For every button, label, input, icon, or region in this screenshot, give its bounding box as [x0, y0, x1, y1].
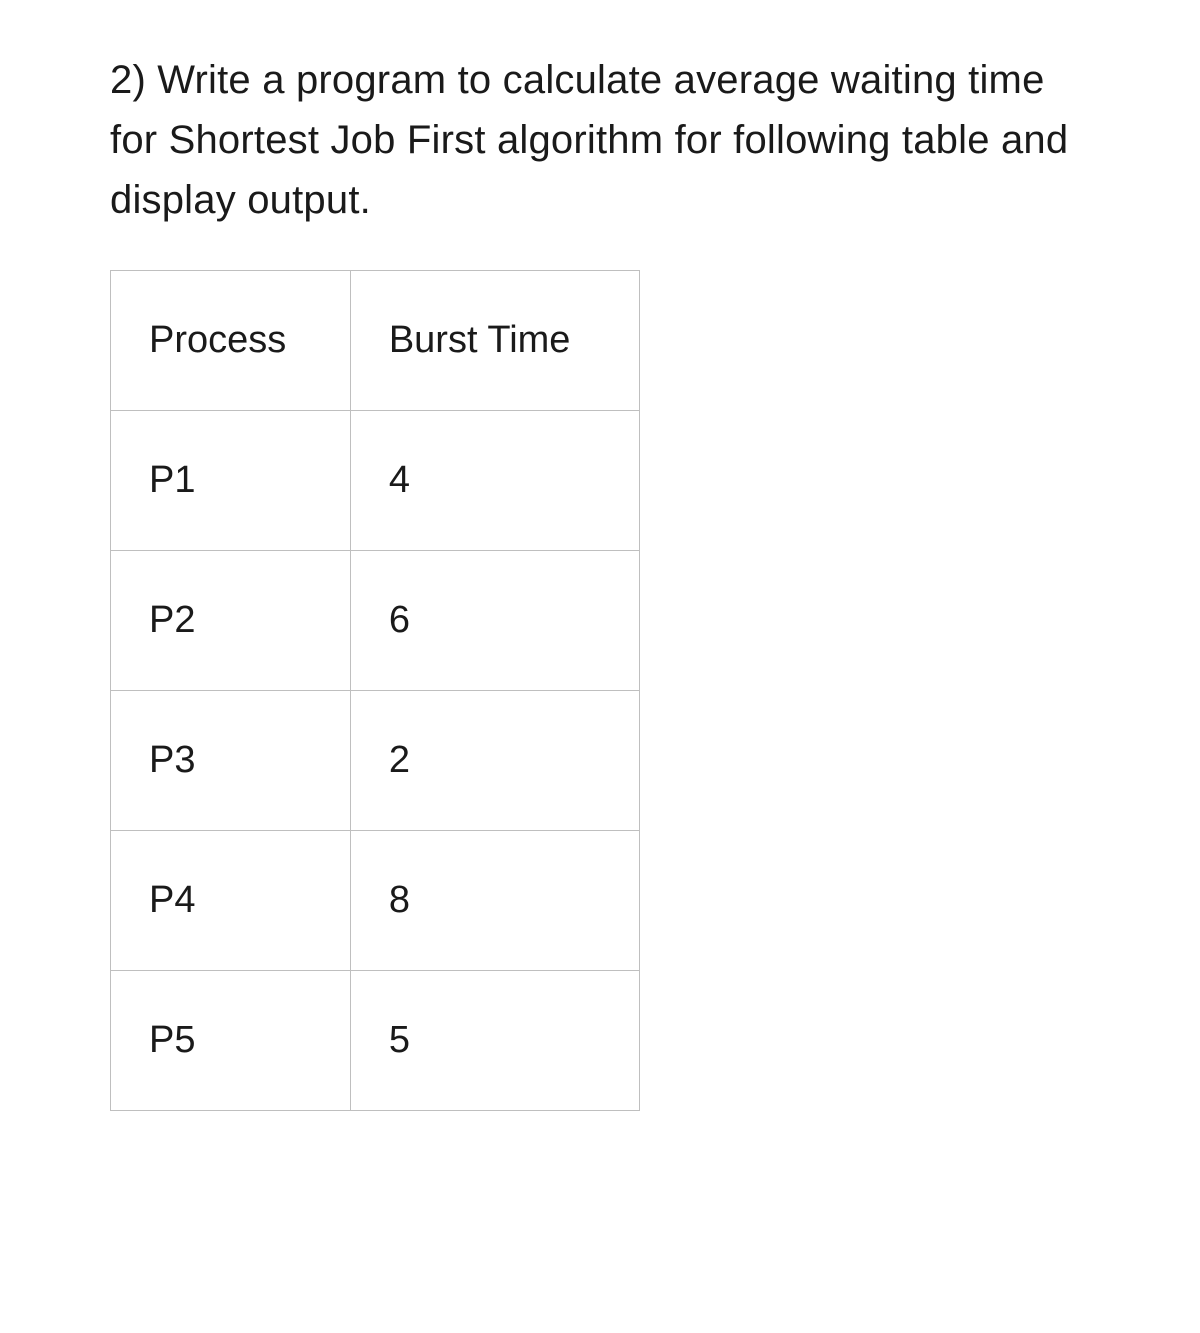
table-row: P3 2: [111, 691, 640, 831]
burst-time-cell: 8: [350, 831, 639, 971]
table-header-row: Process Burst Time: [111, 271, 640, 411]
process-cell: P4: [111, 831, 351, 971]
process-cell: P1: [111, 411, 351, 551]
table-row: P5 5: [111, 971, 640, 1111]
question-text: 2) Write a program to calculate average …: [110, 50, 1090, 230]
column-header-burst-time: Burst Time: [350, 271, 639, 411]
burst-time-cell: 6: [350, 551, 639, 691]
process-cell: P2: [111, 551, 351, 691]
process-table: Process Burst Time P1 4 P2 6 P3 2 P4 8 P…: [110, 270, 640, 1111]
burst-time-cell: 5: [350, 971, 639, 1111]
process-cell: P3: [111, 691, 351, 831]
table-row: P2 6: [111, 551, 640, 691]
column-header-process: Process: [111, 271, 351, 411]
burst-time-cell: 2: [350, 691, 639, 831]
process-cell: P5: [111, 971, 351, 1111]
table-row: P4 8: [111, 831, 640, 971]
burst-time-cell: 4: [350, 411, 639, 551]
table-row: P1 4: [111, 411, 640, 551]
